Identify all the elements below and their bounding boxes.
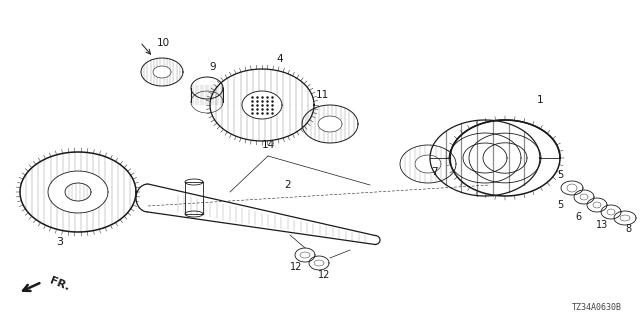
Text: TZ34A0630B: TZ34A0630B: [572, 303, 622, 312]
Text: 5: 5: [557, 170, 563, 180]
Text: 7: 7: [431, 167, 437, 177]
Text: 3: 3: [56, 237, 63, 247]
Text: 12: 12: [290, 262, 302, 272]
Text: 2: 2: [285, 180, 291, 190]
Text: 14: 14: [261, 140, 275, 150]
Text: 10: 10: [156, 38, 170, 48]
Text: 8: 8: [625, 224, 631, 234]
Text: 5: 5: [557, 200, 563, 210]
Text: FR.: FR.: [48, 276, 71, 292]
Text: 6: 6: [575, 212, 581, 222]
Text: 9: 9: [210, 62, 216, 72]
Text: 12: 12: [318, 270, 330, 280]
Text: 13: 13: [596, 220, 608, 230]
Text: 1: 1: [537, 95, 543, 105]
Text: 4: 4: [276, 54, 284, 64]
Text: 11: 11: [316, 90, 328, 100]
